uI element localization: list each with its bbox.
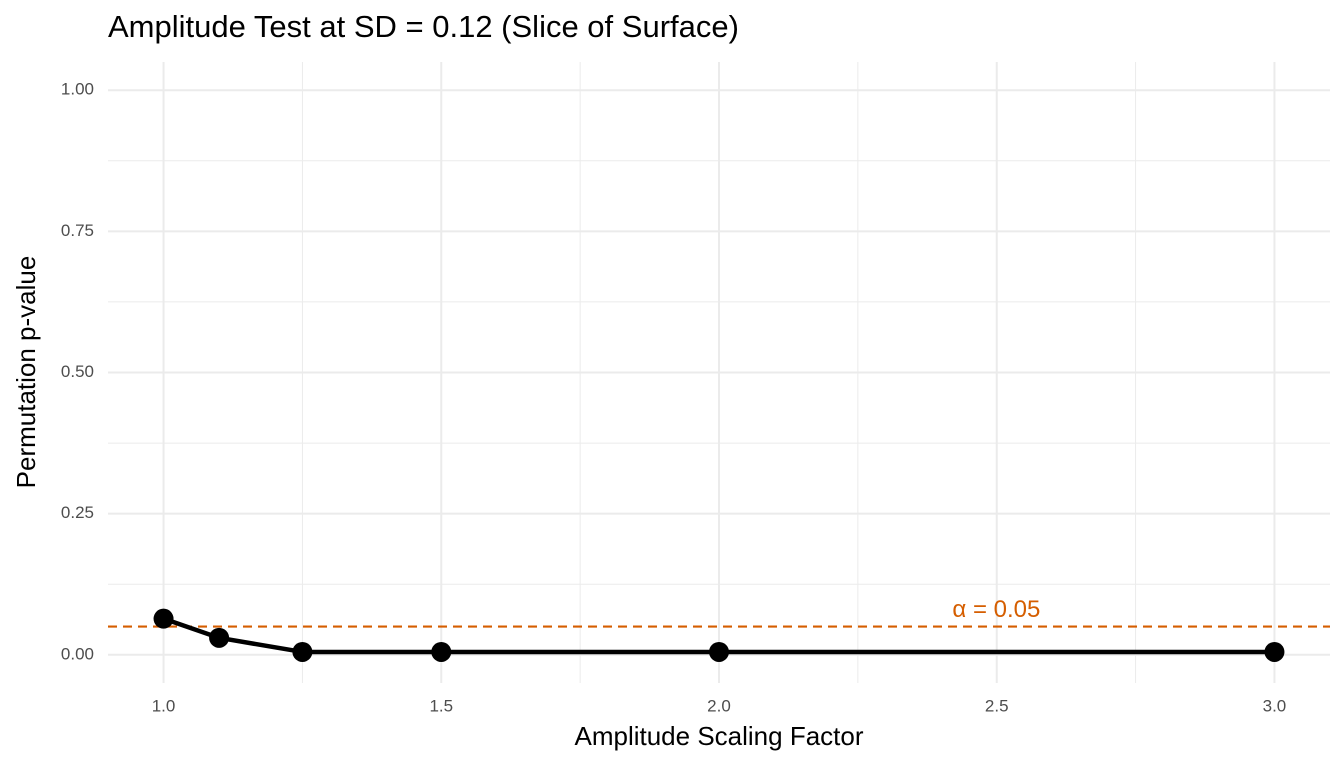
data-point [209, 627, 230, 648]
data-point [1264, 641, 1285, 662]
x-tick-label: 3.0 [1263, 696, 1287, 715]
data-point [153, 608, 174, 629]
y-tick-label: 0.00 [61, 644, 94, 663]
chart-title: Amplitude Test at SD = 0.12 (Slice of Su… [108, 9, 739, 44]
y-tick-label: 0.25 [61, 503, 94, 522]
x-tick-label: 1.5 [429, 696, 453, 715]
y-tick-label: 0.75 [61, 221, 94, 240]
x-tick-label: 2.0 [707, 696, 731, 715]
x-axis-title: Amplitude Scaling Factor [574, 721, 863, 751]
data-point [709, 641, 729, 662]
x-tick-label: 2.5 [985, 696, 1009, 715]
data-point [292, 641, 313, 662]
x-tick-label: 1.0 [152, 696, 176, 715]
data-point [431, 641, 452, 662]
reference-label: α = 0.05 [952, 596, 1040, 623]
y-tick-label: 0.50 [61, 362, 94, 381]
y-tick-label: 1.00 [61, 80, 94, 99]
y-axis-title: Permutation p-value [11, 256, 41, 489]
